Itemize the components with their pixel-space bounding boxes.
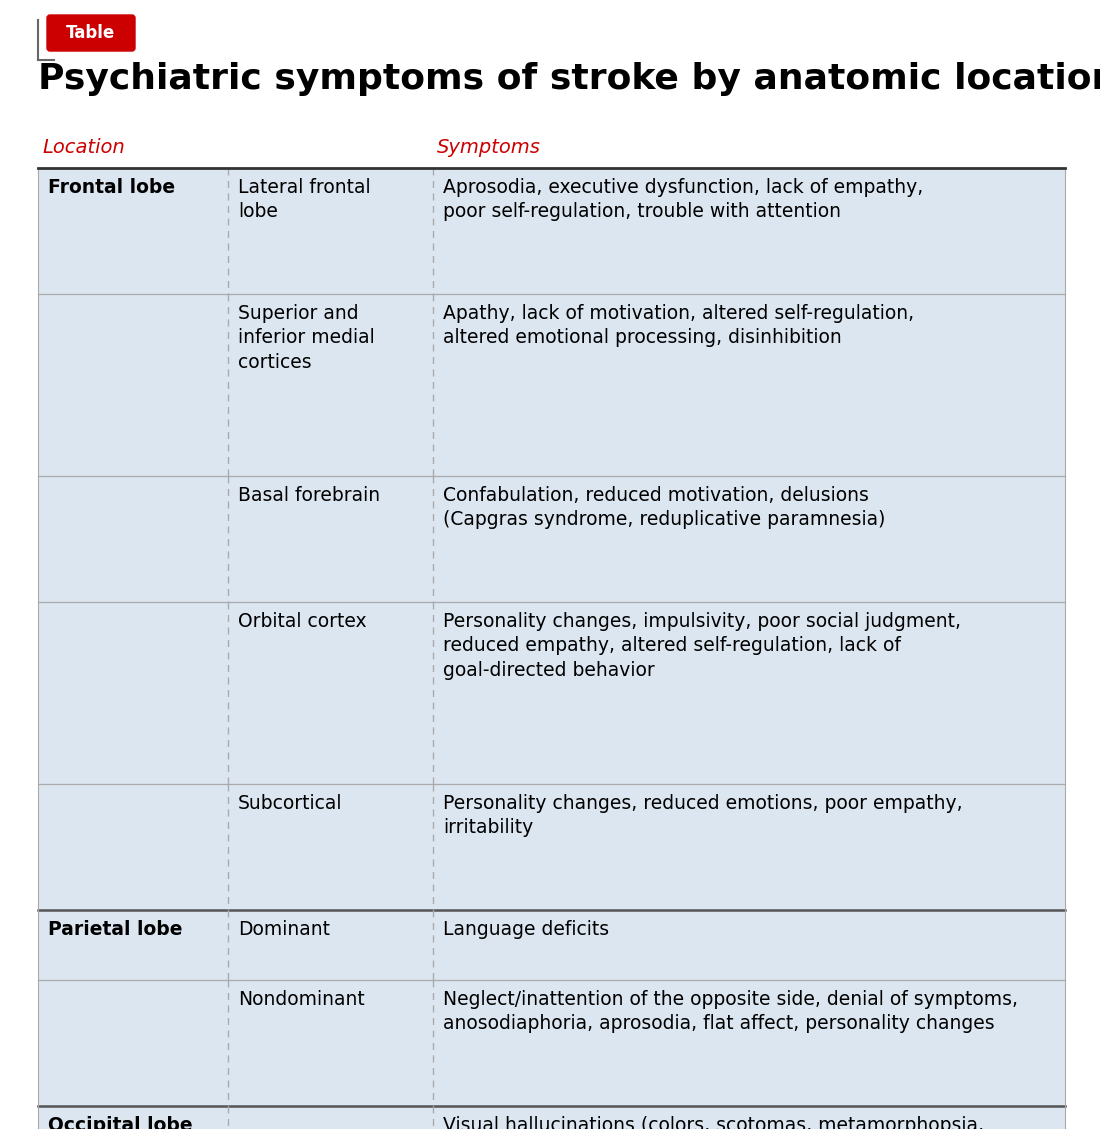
Text: Location: Location xyxy=(42,138,124,157)
Text: Aprosodia, executive dysfunction, lack of empathy,
poor self-regulation, trouble: Aprosodia, executive dysfunction, lack o… xyxy=(443,178,923,221)
Text: Personality changes, impulsivity, poor social judgment,
reduced empathy, altered: Personality changes, impulsivity, poor s… xyxy=(443,612,961,680)
Text: Psychiatric symptoms of stroke by anatomic location: Psychiatric symptoms of stroke by anatom… xyxy=(39,62,1100,96)
Text: Visual hallucinations (colors, scotomas, metamorphopsia,
palinoptic images, comp: Visual hallucinations (colors, scotomas,… xyxy=(443,1115,991,1129)
FancyBboxPatch shape xyxy=(47,15,135,51)
Text: Basal forebrain: Basal forebrain xyxy=(238,485,381,505)
Text: Dominant: Dominant xyxy=(238,920,330,939)
Text: Neglect/inattention of the opposite side, denial of symptoms,
anosodiaphoria, ap: Neglect/inattention of the opposite side… xyxy=(443,990,1018,1033)
Text: Nondominant: Nondominant xyxy=(238,990,365,1009)
Text: Frontal lobe: Frontal lobe xyxy=(48,178,175,196)
Text: Parietal lobe: Parietal lobe xyxy=(48,920,183,939)
Text: Subcortical: Subcortical xyxy=(238,794,342,813)
Text: Lateral frontal
lobe: Lateral frontal lobe xyxy=(238,178,371,221)
Text: Apathy, lack of motivation, altered self-regulation,
altered emotional processin: Apathy, lack of motivation, altered self… xyxy=(443,304,914,348)
Text: Superior and
inferior medial
cortices: Superior and inferior medial cortices xyxy=(238,304,375,371)
Text: Personality changes, reduced emotions, poor empathy,
irritability: Personality changes, reduced emotions, p… xyxy=(443,794,962,838)
Text: Language deficits: Language deficits xyxy=(443,920,609,939)
Text: Confabulation, reduced motivation, delusions
(Capgras syndrome, reduplicative pa: Confabulation, reduced motivation, delus… xyxy=(443,485,886,530)
Text: Symptoms: Symptoms xyxy=(437,138,541,157)
Text: Orbital cortex: Orbital cortex xyxy=(238,612,366,631)
Text: Table: Table xyxy=(66,24,116,42)
Text: Occipital lobe: Occipital lobe xyxy=(48,1115,192,1129)
